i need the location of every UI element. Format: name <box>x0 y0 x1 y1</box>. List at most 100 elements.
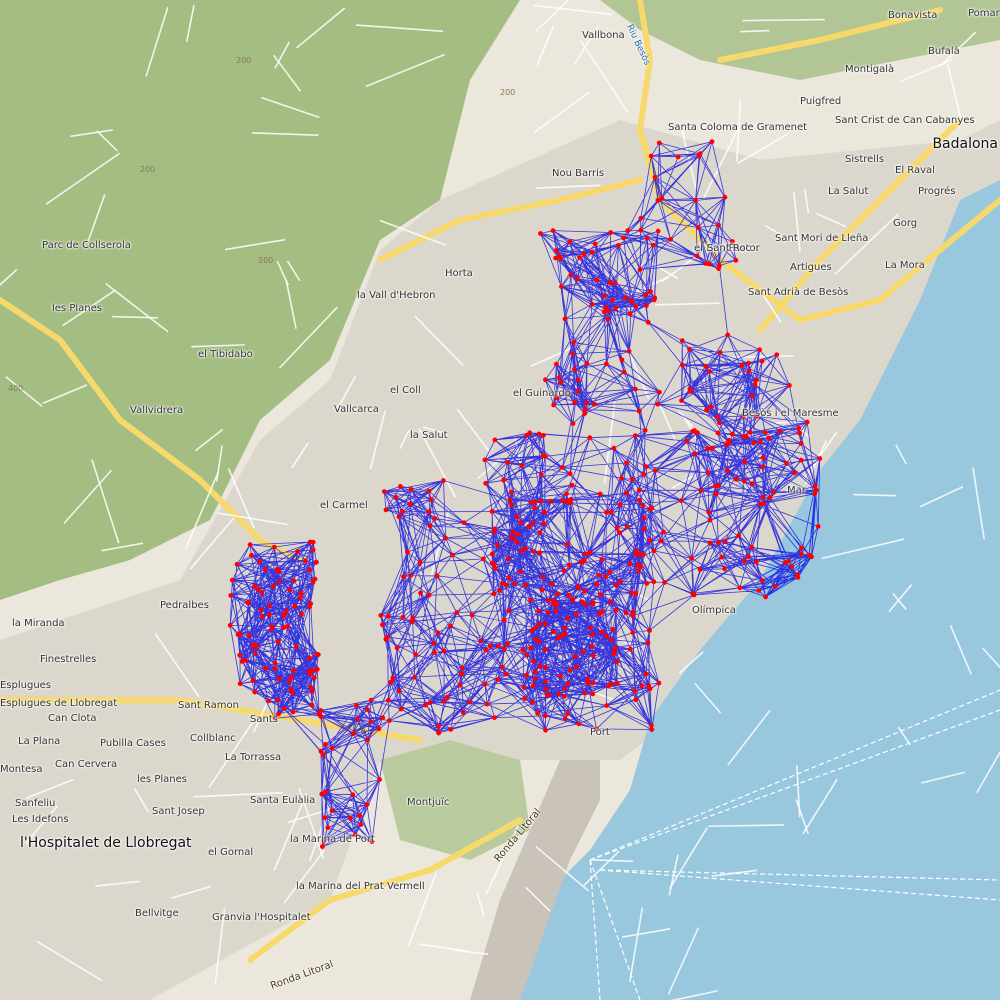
street <box>573 25 600 65</box>
map-label-contour: 200 <box>236 56 252 65</box>
map-label-contour: 200 <box>500 88 516 97</box>
graph-node <box>518 548 524 554</box>
graph-node <box>587 550 593 555</box>
graph-node <box>722 566 727 572</box>
graph-node <box>311 675 317 681</box>
graph-node <box>329 808 335 813</box>
street <box>485 825 519 896</box>
graph-node <box>380 622 385 628</box>
graph-node <box>484 701 490 707</box>
graph-node <box>491 529 497 535</box>
graph-node <box>369 839 375 844</box>
graph-node <box>364 802 370 807</box>
graph-node <box>633 697 639 703</box>
graph-node <box>680 362 685 368</box>
graph-node <box>267 603 272 608</box>
graph-node <box>575 377 581 383</box>
graph-node <box>501 646 507 652</box>
street <box>622 928 671 938</box>
street <box>727 709 771 766</box>
graph-node <box>607 280 613 286</box>
graph-node <box>350 792 356 798</box>
graph-node <box>751 440 757 446</box>
graph-node <box>657 389 662 395</box>
park-montjuic <box>380 740 530 860</box>
street <box>821 538 904 560</box>
graph-node <box>603 633 609 639</box>
graph-node <box>554 601 560 607</box>
graph-node <box>554 395 559 401</box>
graph-node <box>630 630 636 636</box>
graph-node <box>568 272 574 278</box>
graph-node <box>271 544 277 550</box>
graph-node <box>509 489 514 495</box>
street <box>702 128 739 200</box>
graph-node <box>651 548 657 554</box>
graph-node <box>697 151 703 157</box>
graph-node <box>350 731 356 737</box>
map-label-place: Sant Adrià de Besòs <box>748 287 849 298</box>
map-label-contour: 200 <box>140 165 156 174</box>
graph-node <box>540 453 546 459</box>
graph-node <box>543 621 548 627</box>
motorway <box>377 177 643 263</box>
graph-node <box>656 140 662 146</box>
graph-node <box>590 680 596 686</box>
graph-node <box>770 489 776 495</box>
graph-node <box>594 581 599 587</box>
graph-node <box>325 825 331 831</box>
motorway <box>247 817 523 963</box>
graph-node <box>320 844 325 849</box>
graph-node <box>713 491 719 497</box>
graph-node <box>444 694 450 700</box>
graph-node <box>282 613 287 619</box>
graph-node <box>448 727 454 732</box>
map-label-place: Parc de Collserola <box>42 240 131 251</box>
street <box>224 238 286 251</box>
map-label-place: Puigfred <box>800 96 842 107</box>
map-label-place: Vallvidrera <box>130 405 184 416</box>
street <box>154 633 200 698</box>
graph-node <box>792 470 797 476</box>
graph-node <box>649 505 655 511</box>
graph-node <box>757 347 762 353</box>
graph-node <box>519 463 525 468</box>
graph-node <box>560 632 566 638</box>
street <box>899 59 953 83</box>
graph-node <box>741 478 747 484</box>
street <box>737 132 790 164</box>
graph-node <box>540 574 546 579</box>
graph-node <box>752 382 758 387</box>
graph-node <box>295 549 300 554</box>
graph-node <box>522 696 528 701</box>
graph-node <box>509 502 514 508</box>
street <box>976 750 1000 794</box>
graph-node <box>584 361 590 366</box>
graph-node <box>276 569 282 574</box>
graph-node <box>566 562 572 568</box>
graph-node <box>365 707 370 712</box>
graph-node <box>655 197 661 203</box>
street <box>796 765 801 818</box>
graph-node <box>596 572 602 578</box>
graph-node <box>564 541 570 547</box>
graph-node <box>321 752 326 758</box>
graph-node <box>575 584 581 589</box>
map-label-place: Sant Mori de Lleña <box>775 233 869 244</box>
graph-node <box>500 581 505 586</box>
graph-node <box>358 822 364 827</box>
graph-node <box>287 678 292 684</box>
edge-set <box>229 141 821 847</box>
graph-node <box>798 441 804 446</box>
graph-node <box>393 494 399 500</box>
map-label-place: Pedralbes <box>160 600 209 611</box>
graph-node <box>675 154 681 160</box>
graph-node <box>228 593 234 598</box>
graph-node <box>644 581 650 586</box>
map-label-place: Mar <box>787 485 806 496</box>
map-label-place: el Bon Pastor <box>694 243 760 254</box>
map-label-place: Bellvitge <box>135 908 179 919</box>
graph-node <box>292 603 298 609</box>
graph-node <box>546 692 551 698</box>
